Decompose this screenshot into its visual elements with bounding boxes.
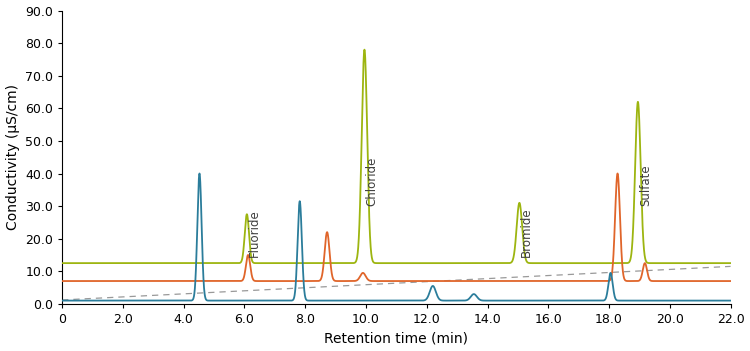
Y-axis label: Conductivity (μS/cm): Conductivity (μS/cm) [5,84,20,230]
Text: Chloride: Chloride [366,157,379,206]
Text: Sulfate: Sulfate [639,165,652,206]
Text: Fluoride: Fluoride [248,209,261,257]
X-axis label: Retention time (min): Retention time (min) [324,331,468,345]
Text: Bromide: Bromide [520,207,532,257]
